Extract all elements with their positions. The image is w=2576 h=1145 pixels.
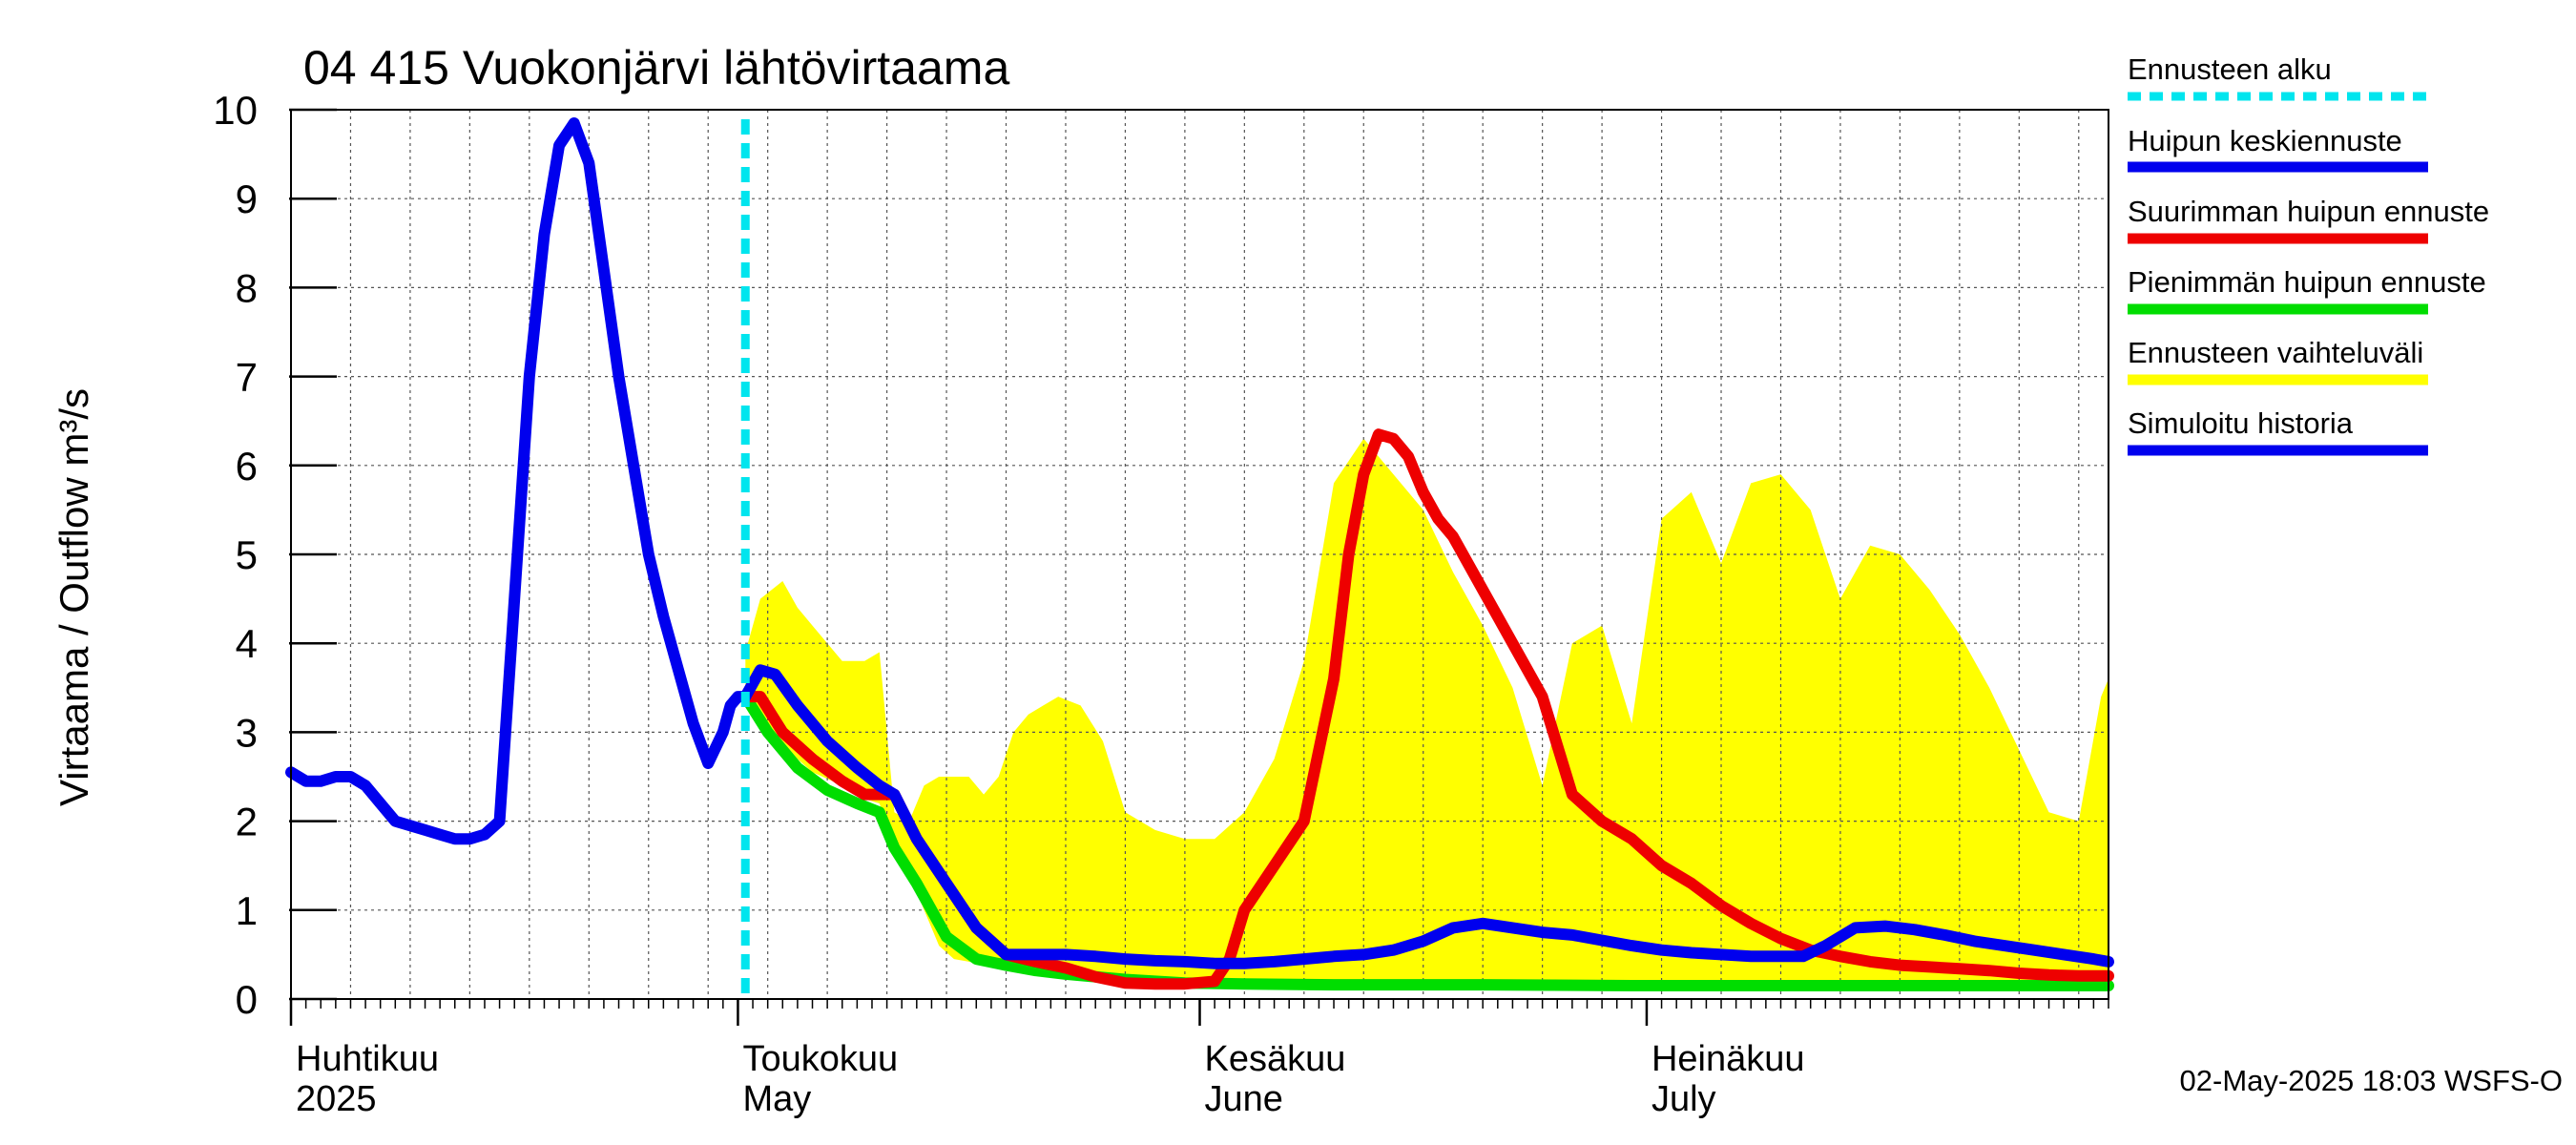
plot-fills [745,438,2109,986]
x-month-sublabel-july: July [1652,1079,1716,1119]
y-tick-label-5: 5 [236,532,258,577]
legend-label-forecast-start: Ennusteen alku [2128,52,2332,86]
legend-item-lowest-peak-forecast: Pienimmän huipun ennuste [2128,265,2486,315]
footer-timestamp: 02-May-2025 18:03 WSFS-O [2180,1064,2563,1097]
y-tick-label-10: 10 [213,88,258,133]
legend-item-forecast-range: Ennusteen vaihteluväli [2128,336,2428,385]
y-axis-ticks: 0 1 2 3 4 5 6 7 8 9 10 [213,88,337,1022]
legend-label-simulated-history: Simuloitu historia [2128,406,2354,440]
legend-item-highest-peak-forecast: Suurimman huipun ennuste [2128,195,2489,244]
y-tick-label-8: 8 [236,265,258,310]
y-axis-label: Virtaama / Outflow m³/s [52,388,96,806]
x-month-sublabel-june: June [1205,1079,1283,1119]
chart-title: 04 415 Vuokonjärvi lähtövirtaama [303,41,1009,94]
y-tick-label-1: 1 [236,888,258,933]
y-tick-label-0: 0 [236,977,258,1022]
y-tick-label-3: 3 [236,710,258,755]
legend-label-lowest-peak-forecast: Pienimmän huipun ennuste [2128,265,2486,299]
grid-lines [291,109,2109,999]
x-month-label-huhtikuu: Huhtikuu [296,1039,439,1079]
series-lines [285,117,2114,991]
y-tick-label-7: 7 [236,355,258,400]
y-tick-label-9: 9 [236,177,258,221]
series-line-huipun-keskiennuste [739,664,2114,969]
legend-label-mean-peak-forecast: Huipun keskiennuste [2128,124,2402,157]
y-tick-label-6: 6 [236,444,258,489]
legend-item-mean-peak-forecast: Huipun keskiennuste [2128,124,2428,173]
y-tick-label-2: 2 [236,800,258,844]
x-month-label-heinakuu: Heinäkuu [1652,1039,1805,1079]
series-line-simuloitu-historia [285,117,752,845]
legend-label-highest-peak-forecast: Suurimman huipun ennuste [2128,195,2489,228]
series-band-ennusteen-vaihteluvali [745,438,2109,986]
x-month-label-kesakuu: Kesäkuu [1205,1039,1346,1079]
legend-item-forecast-start: Ennusteen alku [2128,52,2428,101]
x-month-sublabel-2025: 2025 [296,1079,377,1119]
legend: Ennusteen alku Huipun keskiennuste Suuri… [2128,52,2489,456]
x-month-label-toukokuu: Toukokuu [742,1039,898,1079]
legend-label-forecast-range: Ennusteen vaihteluväli [2128,336,2423,369]
x-month-sublabel-may: May [742,1079,811,1119]
series-line-pienimman-huipun-ennuste [739,691,2114,991]
y-tick-label-4: 4 [236,621,258,666]
legend-item-simulated-history: Simuloitu historia [2128,406,2428,456]
